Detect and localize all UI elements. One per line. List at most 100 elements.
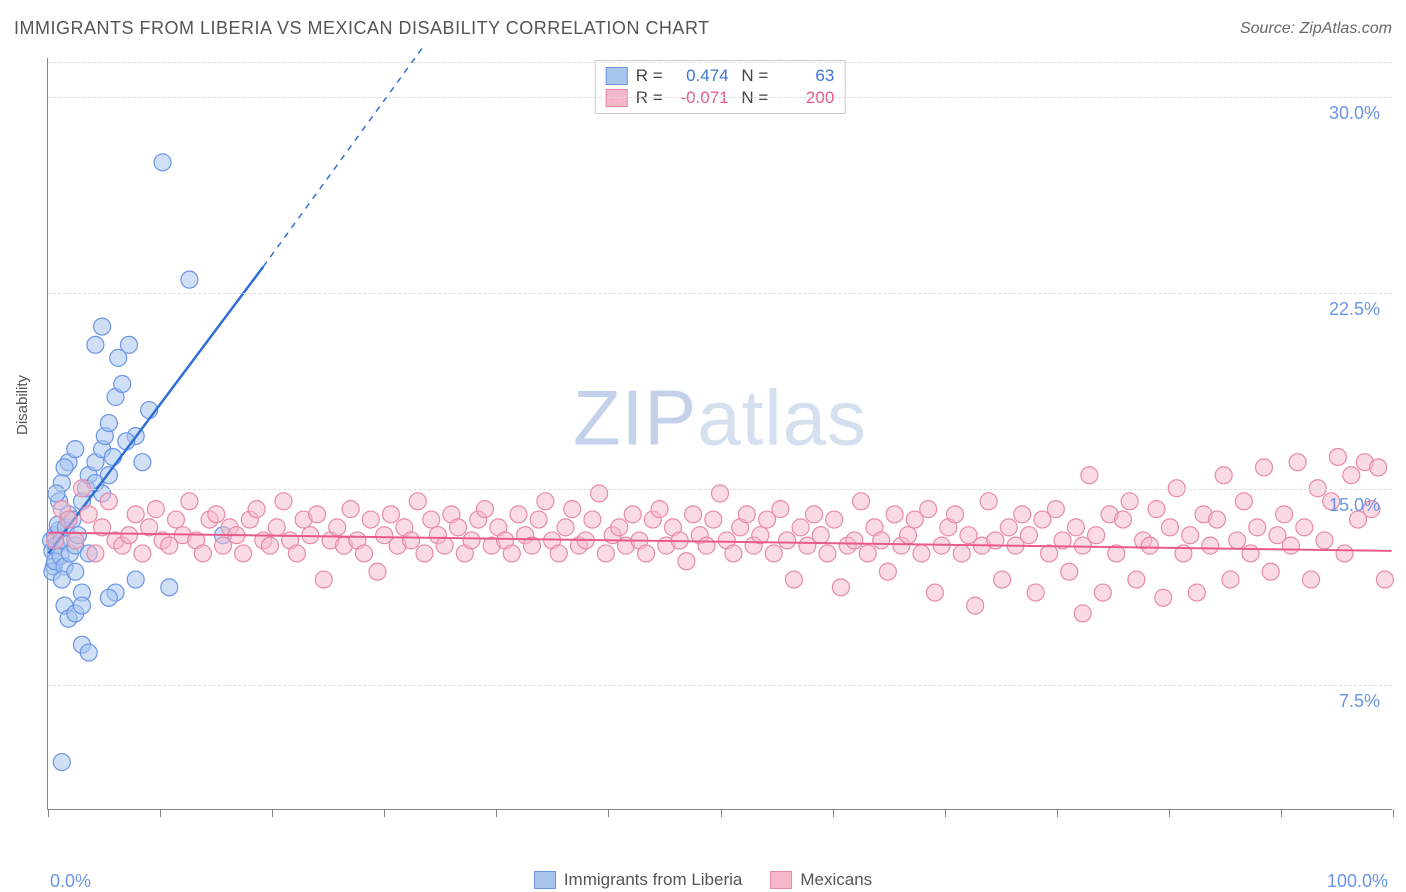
data-point [329, 519, 346, 536]
data-point [1336, 545, 1353, 562]
x-tick [833, 809, 834, 817]
x-tick [1393, 809, 1394, 817]
data-point [416, 545, 433, 562]
data-point [134, 454, 151, 471]
data-point [1121, 493, 1138, 510]
chart-title: IMMIGRANTS FROM LIBERIA VS MEXICAN DISAB… [14, 18, 710, 39]
data-point [638, 545, 655, 562]
data-point [510, 506, 527, 523]
data-point [1074, 605, 1091, 622]
gridline [48, 62, 1392, 63]
data-point [1161, 519, 1178, 536]
stat-r-label: R = [636, 66, 663, 86]
data-point [100, 415, 117, 432]
data-point [826, 511, 843, 528]
data-point [1235, 493, 1252, 510]
data-point [1303, 571, 1320, 588]
series-legend: Immigrants from LiberiaMexicans [0, 870, 1406, 890]
data-point [114, 375, 131, 392]
x-tick [608, 809, 609, 817]
data-point [1282, 537, 1299, 554]
data-point [772, 501, 789, 518]
data-point [725, 545, 742, 562]
data-point [765, 545, 782, 562]
data-point [1000, 519, 1017, 536]
data-point [947, 506, 964, 523]
data-point [832, 579, 849, 596]
data-point [792, 519, 809, 536]
data-point [651, 501, 668, 518]
data-point [87, 336, 104, 353]
data-point [1114, 511, 1131, 528]
stat-n-label: N = [737, 66, 769, 86]
data-point [409, 493, 426, 510]
data-point [819, 545, 836, 562]
y-tick-label: 22.5% [1323, 299, 1380, 320]
data-point [127, 506, 144, 523]
legend-swatch [534, 871, 556, 889]
x-tick [272, 809, 273, 817]
data-point [127, 571, 144, 588]
data-point [436, 537, 453, 554]
data-point [994, 571, 1011, 588]
data-point [1262, 563, 1279, 580]
data-point [87, 545, 104, 562]
data-point [1014, 506, 1031, 523]
data-point [1343, 467, 1360, 484]
data-point [450, 519, 467, 536]
data-point [100, 493, 117, 510]
data-point [1370, 459, 1387, 476]
data-point [859, 545, 876, 562]
data-point [1249, 519, 1266, 536]
data-point [564, 501, 581, 518]
gridline [48, 293, 1392, 294]
data-point [806, 506, 823, 523]
data-point [712, 485, 729, 502]
plot-area: ZIPatlas R =0.474 N =63R =-0.071 N =200 … [47, 58, 1392, 810]
data-point [1376, 571, 1393, 588]
stat-r-value: 0.474 [671, 66, 729, 86]
data-point [611, 519, 628, 536]
y-tick-label: 15.0% [1323, 495, 1380, 516]
data-point [1242, 545, 1259, 562]
data-point [1047, 501, 1064, 518]
data-point [1256, 459, 1273, 476]
data-point [920, 501, 937, 518]
data-point [812, 527, 829, 544]
data-point [181, 493, 198, 510]
data-point [315, 571, 332, 588]
x-tick [721, 809, 722, 817]
data-point [288, 545, 305, 562]
data-point [1081, 467, 1098, 484]
x-tick [496, 809, 497, 817]
data-point [67, 532, 84, 549]
data-point [1276, 506, 1293, 523]
data-point [1128, 571, 1145, 588]
data-point [738, 506, 755, 523]
data-point [309, 506, 326, 523]
data-point [967, 597, 984, 614]
legend-item: Mexicans [770, 870, 872, 890]
data-point [369, 563, 386, 580]
data-point [1202, 537, 1219, 554]
data-point [47, 532, 64, 549]
data-point [698, 537, 715, 554]
data-point [362, 511, 379, 528]
data-point [73, 597, 90, 614]
x-tick [1281, 809, 1282, 817]
data-point [1188, 584, 1205, 601]
data-point [262, 537, 279, 554]
stats-legend-row: R =0.474 N =63 [606, 65, 835, 87]
data-point [67, 441, 84, 458]
data-point [80, 644, 97, 661]
x-tick [160, 809, 161, 817]
y-axis-label: Disability [14, 375, 31, 435]
data-point [1222, 571, 1239, 588]
y-tick-label: 30.0% [1323, 103, 1380, 124]
data-point [147, 501, 164, 518]
data-point [60, 511, 77, 528]
chart-source: Source: ZipAtlas.com [1240, 20, 1392, 38]
data-point [597, 545, 614, 562]
stats-legend: R =0.474 N =63R =-0.071 N =200 [595, 60, 846, 114]
x-tick [384, 809, 385, 817]
